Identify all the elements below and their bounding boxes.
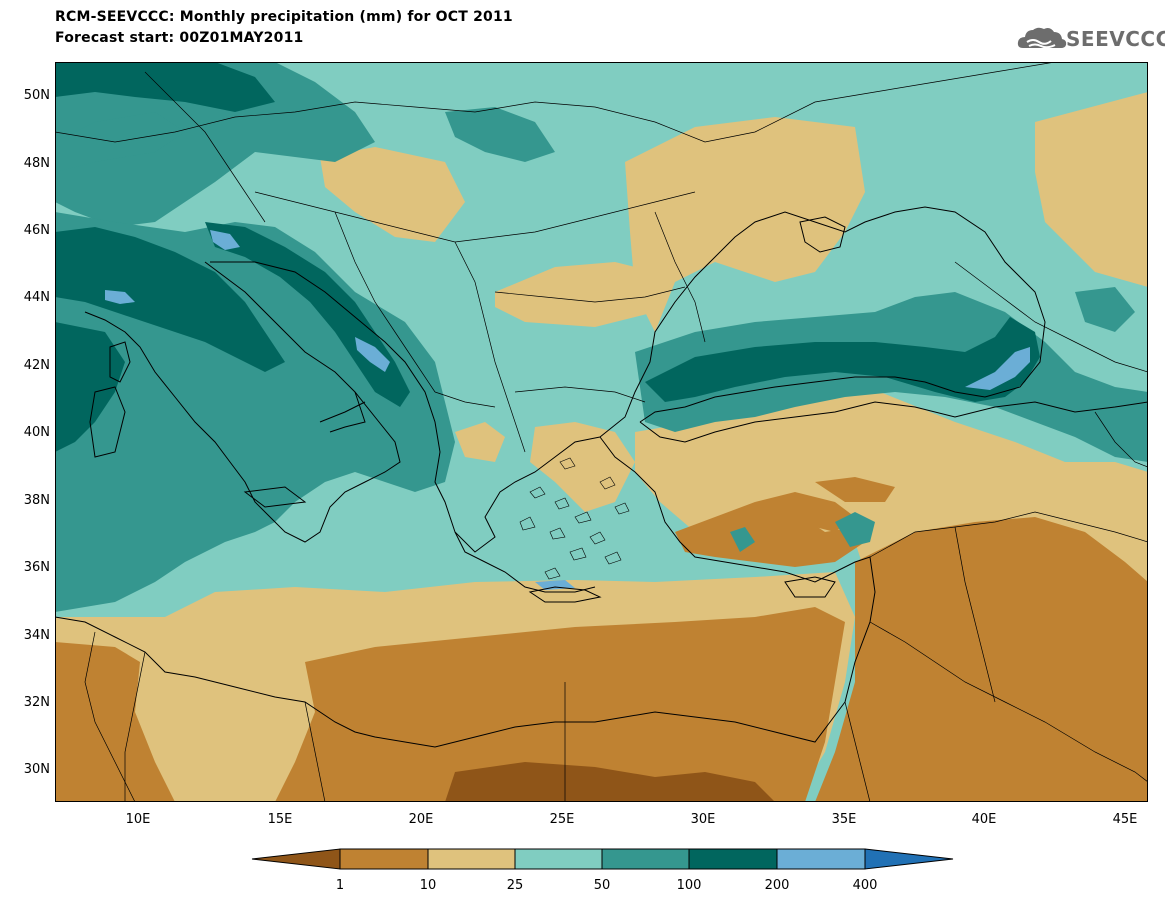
lat-label: 30N	[23, 762, 50, 777]
legend-label: 10	[420, 878, 437, 893]
lon-label: 40E	[971, 812, 997, 827]
lon-label: 30E	[690, 812, 716, 827]
legend-swatch-200-400	[776, 848, 866, 870]
legend-label: 400	[853, 878, 878, 893]
logo-text: SEEVCCC	[1066, 27, 1165, 51]
legend-swatch-below-1	[251, 848, 341, 870]
map-canvas	[55, 62, 1148, 802]
legend-label: 1	[336, 878, 344, 893]
lon-label: 20E	[408, 812, 434, 827]
region-below-1	[445, 762, 775, 802]
legend-swatch-1-10	[339, 848, 429, 870]
lon-label: 35E	[831, 812, 857, 827]
lat-label: 42N	[23, 358, 50, 373]
lon-label: 15E	[267, 812, 293, 827]
legend-swatch-above-400	[864, 848, 954, 870]
cloud-logo-icon	[1017, 27, 1067, 49]
lat-label: 46N	[23, 223, 50, 238]
legend-label: 200	[765, 878, 790, 893]
aegean-islands	[519, 457, 630, 580]
lat-label: 44N	[23, 290, 50, 305]
region-10-25	[55, 92, 1148, 802]
region-1-10	[55, 477, 1148, 802]
lon-label: 25E	[549, 812, 575, 827]
legend-swatch-25-50	[514, 848, 603, 870]
legend-label: 50	[594, 878, 611, 893]
legend-swatch-50-100	[601, 848, 690, 870]
precipitation-map	[55, 62, 1148, 802]
legend-colorbar: 1 10 25 50 100 200 400	[251, 848, 954, 893]
lat-label: 34N	[23, 628, 50, 643]
lon-label: 45E	[1112, 812, 1138, 827]
map-title: RCM-SEEVCCC: Monthly precipitation (mm) …	[55, 9, 513, 25]
coastlines	[55, 206, 1148, 748]
lat-label: 32N	[23, 695, 50, 710]
lat-label: 38N	[23, 493, 50, 508]
legend-swatch-100-200	[688, 848, 778, 870]
lat-label: 50N	[23, 88, 50, 103]
forecast-start-label: Forecast start: 00Z01MAY2011	[55, 30, 304, 46]
lon-label: 10E	[125, 812, 151, 827]
region-100-200	[55, 62, 1040, 452]
country-borders	[55, 62, 1148, 802]
lat-label: 40N	[23, 425, 50, 440]
legend-swatch-10-25	[427, 848, 516, 870]
lat-label: 36N	[23, 560, 50, 575]
legend-label: 100	[677, 878, 702, 893]
lat-label: 48N	[23, 156, 50, 171]
legend-label: 25	[507, 878, 524, 893]
